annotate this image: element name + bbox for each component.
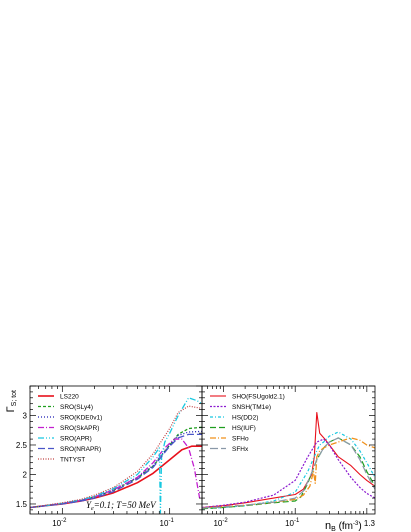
series-line-ls220 (30, 445, 202, 509)
legend-label: HS(DD2) (232, 415, 258, 422)
legend-label: TNTYST (60, 457, 85, 464)
y-tick-label: 2 (23, 470, 28, 479)
series-line-sfhx (202, 437, 375, 509)
legend-label: SFHx (232, 446, 249, 453)
series-line-sro-skapr- (30, 438, 201, 509)
legend-label: HS(IUF) (232, 425, 256, 432)
legend-label: SHO(FSUgold2.1) (232, 394, 285, 401)
series-line-snsh-tm1e- (202, 438, 375, 509)
right-panel: 10-2 10-1 1.3nB (fm-3) SHO(FSUgold2.1) SNSH(… (201, 385, 376, 532)
series-line-sro-nrapr- (30, 433, 202, 509)
legend-label: SRO(NRAPR) (60, 446, 101, 453)
legend: LS220 SRO(SLy4) SRO(KDE0v1) SRO(SkAPR) SRO(A… (38, 394, 102, 464)
left-panel: 10-2 10-1 1.5 2 2.5 3 ΓS; tot Ye=0.1; T=50 MeV L… (5, 385, 203, 528)
series-line-sho-fsugold2-1- (202, 411, 375, 509)
y-tick-label: 2.5 (16, 441, 28, 450)
legend-label: SRO(KDE0v1) (60, 415, 102, 422)
legend-label: LS220 (60, 394, 79, 401)
y-tick-label: 3 (23, 411, 28, 420)
legend-label: SRO(APR) (60, 436, 92, 443)
legend: SHO(FSUgold2.1) SNSH(TM1e) HS(DD2) HS(IUF) S… (210, 394, 285, 453)
series-line-sro-kde0v1- (30, 430, 202, 509)
legend-label: SRO(SLy4) (60, 404, 93, 411)
series-line-tntyst (30, 405, 202, 509)
x-tick-label: 1.3 (364, 519, 376, 528)
series-line-sfho (202, 437, 375, 509)
legend-label: SFHo (232, 436, 249, 443)
x-tick-label: 10-2 (213, 518, 228, 528)
plot-frame (29, 385, 203, 515)
series-group (202, 411, 375, 510)
x-tick-label: 10-1 (160, 518, 175, 528)
legend-label: SRO(SkAPR) (60, 425, 99, 432)
x-axis-title: nB (fm-3) (325, 520, 362, 532)
y-axis-title: ΓS; tot (5, 390, 18, 412)
series-line-hs-iuf- (202, 437, 375, 510)
annotation: Ye=0.1; T=50 MeV (86, 500, 157, 512)
legend-label: SNSH(TM1e) (232, 404, 271, 411)
x-tick-label: 10-1 (285, 518, 300, 528)
x-tick-label: 10-2 (52, 518, 67, 528)
series-group (30, 397, 202, 514)
y-tick-label: 1.5 (16, 500, 28, 509)
